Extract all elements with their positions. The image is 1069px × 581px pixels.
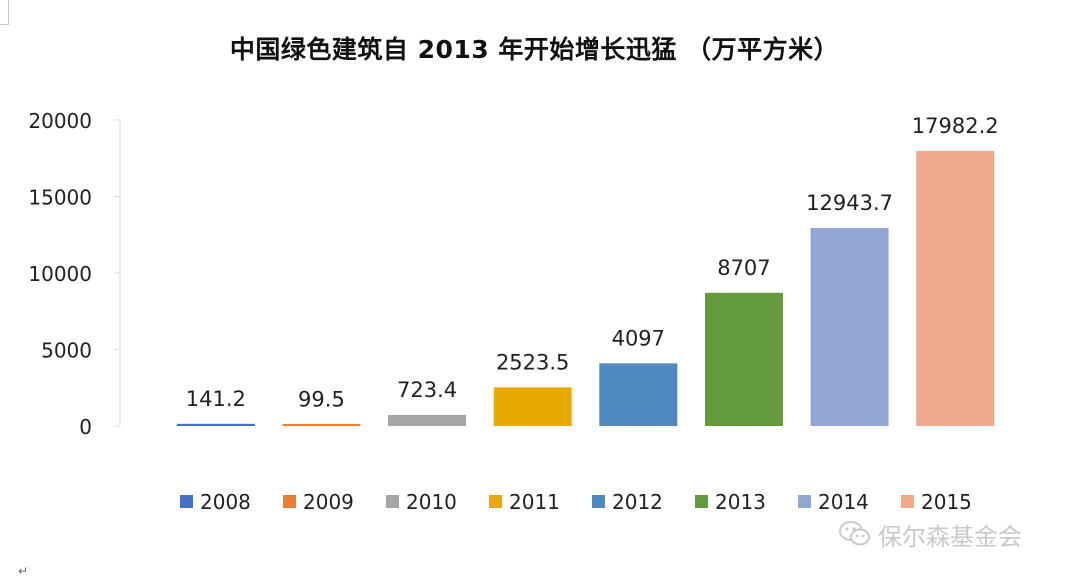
data-label-2008: 141.2: [186, 387, 246, 411]
bars-group: [176, 150, 995, 426]
y-tick-label: 20000: [28, 109, 92, 133]
legend-label-2010: 2010: [406, 490, 457, 514]
data-label-2010: 723.4: [397, 378, 457, 402]
data-label-2009: 99.5: [298, 387, 345, 411]
data-label-2014: 12943.7: [806, 191, 893, 215]
y-tick-label: 0: [79, 415, 92, 439]
legend-swatch-2015: [901, 495, 914, 508]
legend-swatch-2011: [489, 495, 502, 508]
legend-label-2013: 2013: [715, 490, 766, 514]
data-label-2012: 4097: [612, 326, 665, 350]
y-tick-label: 10000: [28, 262, 92, 286]
legend-swatch-2014: [798, 495, 811, 508]
watermark-text: 保尔森基金会: [878, 522, 1022, 551]
legend-swatch-2008: [180, 495, 193, 508]
legend-swatch-2013: [695, 495, 708, 508]
y-axis: 0 5000 10000 15000 20000: [28, 109, 121, 439]
bar-2010: [388, 414, 467, 426]
data-label-2013: 8707: [717, 256, 770, 280]
legend-swatch-2012: [592, 495, 605, 508]
legend-label-2008: 2008: [200, 490, 251, 514]
legend: 2008 2009 2010 2011 2012 2013 2014 2015: [180, 490, 972, 514]
y-tick-label: 5000: [41, 339, 92, 363]
legend-label-2014: 2014: [818, 490, 869, 514]
legend-swatch-2010: [386, 495, 399, 508]
y-tick-label: 15000: [28, 186, 92, 210]
wechat-icon: [839, 521, 870, 546]
bar-2015: [916, 150, 995, 426]
bar-2014: [810, 227, 889, 426]
watermark: 保尔森基金会: [838, 516, 1022, 552]
legend-label-2009: 2009: [303, 490, 354, 514]
paragraph-return-mark: ↵: [18, 564, 29, 578]
bar-2008: [176, 423, 255, 426]
bar-2011: [493, 387, 572, 426]
legend-label-2015: 2015: [921, 490, 972, 514]
data-labels-group: 141.2 99.5 723.4 2523.5 4097 8707 12943.7 17982…: [186, 114, 999, 412]
legend-label-2011: 2011: [509, 490, 560, 514]
data-label-2011: 2523.5: [496, 350, 569, 374]
legend-swatch-2009: [283, 495, 296, 508]
data-label-2015: 17982.2: [912, 114, 999, 138]
chart-title: 中国绿色建筑自 2013 年开始增长迅猛 （万平方米）: [229, 35, 840, 64]
bar-2009: [282, 424, 361, 426]
bar-2013: [704, 292, 783, 426]
page-corner-mark: [0, 0, 9, 25]
legend-label-2012: 2012: [612, 490, 663, 514]
bar-2012: [599, 363, 678, 426]
